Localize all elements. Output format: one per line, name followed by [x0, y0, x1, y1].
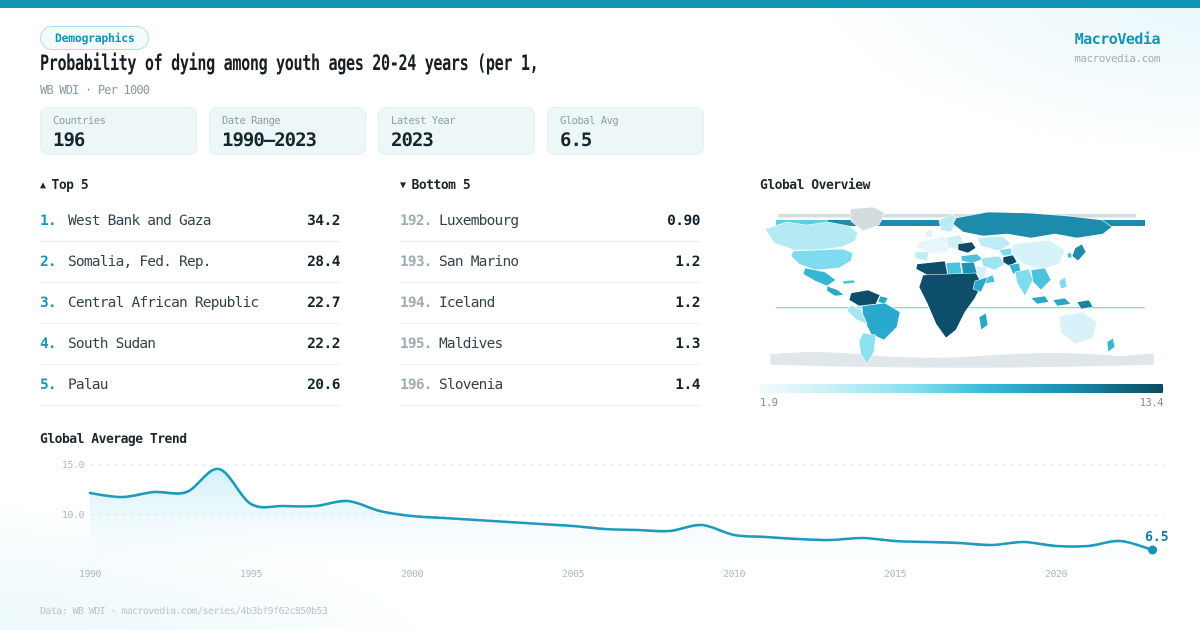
brand-block: MacroVedia macrovedia.com — [1074, 30, 1160, 65]
list-item: 192. Luxembourg 0.90 — [400, 201, 700, 242]
stat-value: 1990—2023 — [222, 129, 317, 151]
continent-africa — [915, 260, 989, 339]
greenland — [849, 206, 886, 232]
svg-text:2005: 2005 — [562, 569, 585, 580]
trend-panel: Global Average Trend 15.0 10.0 1990 1995 200… — [40, 432, 1185, 589]
rank-label: 1. — [40, 213, 57, 229]
continent-oceania — [1058, 311, 1116, 353]
country-name: Luxembourg — [439, 213, 519, 229]
top5-header-label: Top 5 — [51, 178, 89, 193]
svg-text:10.0: 10.0 — [62, 510, 85, 521]
svg-text:1990: 1990 — [79, 569, 102, 580]
map-title: Global Overview — [760, 178, 870, 193]
svg-text:2010: 2010 — [723, 569, 746, 580]
rank-label: 3. — [40, 295, 57, 311]
trend-line-chart: 15.0 10.0 1990 1995 2000 2005 2010 2015 2020 6.5 — [62, 460, 1169, 580]
country-name: Iceland — [439, 295, 495, 311]
scale-min-label: 1.9 — [760, 397, 778, 409]
country-name: West Bank and Gaza — [68, 213, 212, 229]
top5-header: ▲ Top 5 — [40, 178, 340, 193]
rank-label: 193. — [400, 254, 433, 270]
rank-label: 4. — [40, 336, 57, 352]
svg-text:2000: 2000 — [401, 569, 424, 580]
bottom5-header-label: Bottom 5 — [411, 178, 471, 193]
stat-label: Countries — [53, 115, 106, 127]
category-badge: Demographics — [40, 26, 150, 50]
list-item: 4. South Sudan 22.2 — [40, 324, 340, 365]
svg-text:1995: 1995 — [240, 569, 263, 580]
country-name: San Marino — [439, 254, 519, 270]
stat-value: 6.5 — [560, 129, 592, 151]
list-item: 193. San Marino 1.2 — [400, 242, 700, 283]
stat-value: 2023 — [391, 129, 434, 151]
svg-text:15.0: 15.0 — [62, 460, 85, 471]
country-value: 1.2 — [675, 295, 700, 311]
country-value: 28.4 — [307, 254, 340, 270]
country-value: 22.7 — [307, 295, 340, 311]
page-subtitle: WB WDI · Per 1000 — [40, 83, 150, 97]
country-name: Palau — [68, 377, 108, 393]
triangle-down-icon: ▼ — [400, 180, 406, 191]
country-value: 0.90 — [667, 213, 700, 229]
country-name: Slovenia — [439, 377, 503, 393]
list-item: 5. Palau 20.6 — [40, 365, 340, 406]
rank-label: 2. — [40, 254, 57, 270]
list-item: 196. Slovenia 1.4 — [400, 365, 700, 406]
bottom5-list: ▼ Bottom 5 192. Luxembourg 0.90 193. San … — [400, 178, 700, 406]
triangle-up-icon: ▲ — [40, 180, 46, 191]
stat-label: Global Avg — [560, 115, 619, 127]
stat-cards: Countries 196 Date Range 1990—2023 Lates… — [40, 107, 704, 155]
trend-title: Global Average Trend — [40, 432, 187, 447]
svg-text:6.5: 6.5 — [1145, 530, 1168, 545]
rank-label: 194. — [400, 295, 433, 311]
list-item: 2. Somalia, Fed. Rep. 28.4 — [40, 242, 340, 283]
stat-label: Latest Year — [391, 115, 456, 127]
list-item: 195. Maldives 1.3 — [400, 324, 700, 365]
continent-europe — [914, 213, 977, 262]
country-name: Central African Republic — [68, 295, 259, 311]
brand-domain: macrovedia.com — [1074, 52, 1160, 65]
list-item: 1. West Bank and Gaza 34.2 — [40, 201, 340, 242]
stat-card-date-range: Date Range 1990—2023 — [209, 107, 366, 155]
world-map-choropleth — [764, 206, 1155, 369]
country-value: 1.2 — [675, 254, 700, 270]
rank-label: 196. — [400, 377, 433, 393]
svg-text:2020: 2020 — [1045, 569, 1068, 580]
category-badge-label: Demographics — [55, 31, 135, 45]
scale-max-label: 13.4 — [1139, 397, 1164, 409]
stat-card-global-avg: Global Avg 6.5 — [547, 107, 704, 155]
country-value: 34.2 — [307, 213, 340, 229]
map-scale-labels: 1.9 13.4 — [760, 397, 1164, 409]
bottom5-header: ▼ Bottom 5 — [400, 178, 700, 193]
list-item: 194. Iceland 1.2 — [400, 283, 700, 324]
footer-source: Data: WB WDI · macrovedia.com/series/4b3… — [40, 606, 328, 617]
global-overview-panel: Global Overview — [760, 178, 1164, 409]
map-color-scale — [760, 384, 1163, 393]
country-name: South Sudan — [68, 336, 156, 352]
top5-list: ▲ Top 5 1. West Bank and Gaza 34.2 2. Som… — [40, 178, 340, 406]
continent-south-america — [846, 289, 901, 365]
antarctica — [769, 351, 1155, 369]
stat-label: Date Range — [222, 115, 281, 127]
rank-label: 195. — [400, 336, 433, 352]
stat-card-latest-year: Latest Year 2023 — [378, 107, 535, 155]
country-name: Maldives — [439, 336, 503, 352]
page-title: Probability of dying among youth ages 20… — [40, 51, 539, 75]
brand-name: MacroVedia — [1074, 30, 1161, 48]
country-name: Somalia, Fed. Rep. — [68, 254, 212, 270]
rank-label: 5. — [40, 377, 57, 393]
stat-value: 196 — [53, 129, 85, 151]
country-value: 1.3 — [675, 336, 700, 352]
svg-text:2015: 2015 — [884, 569, 907, 580]
continent-north-america — [764, 221, 859, 297]
list-item: 3. Central African Republic 22.7 — [40, 283, 340, 324]
country-value: 1.4 — [675, 377, 700, 393]
country-value: 20.6 — [307, 377, 340, 393]
country-value: 22.2 — [307, 336, 340, 352]
stat-card-countries: Countries 196 — [40, 107, 197, 155]
top-accent-bar — [0, 0, 1200, 8]
rank-label: 192. — [400, 213, 433, 229]
